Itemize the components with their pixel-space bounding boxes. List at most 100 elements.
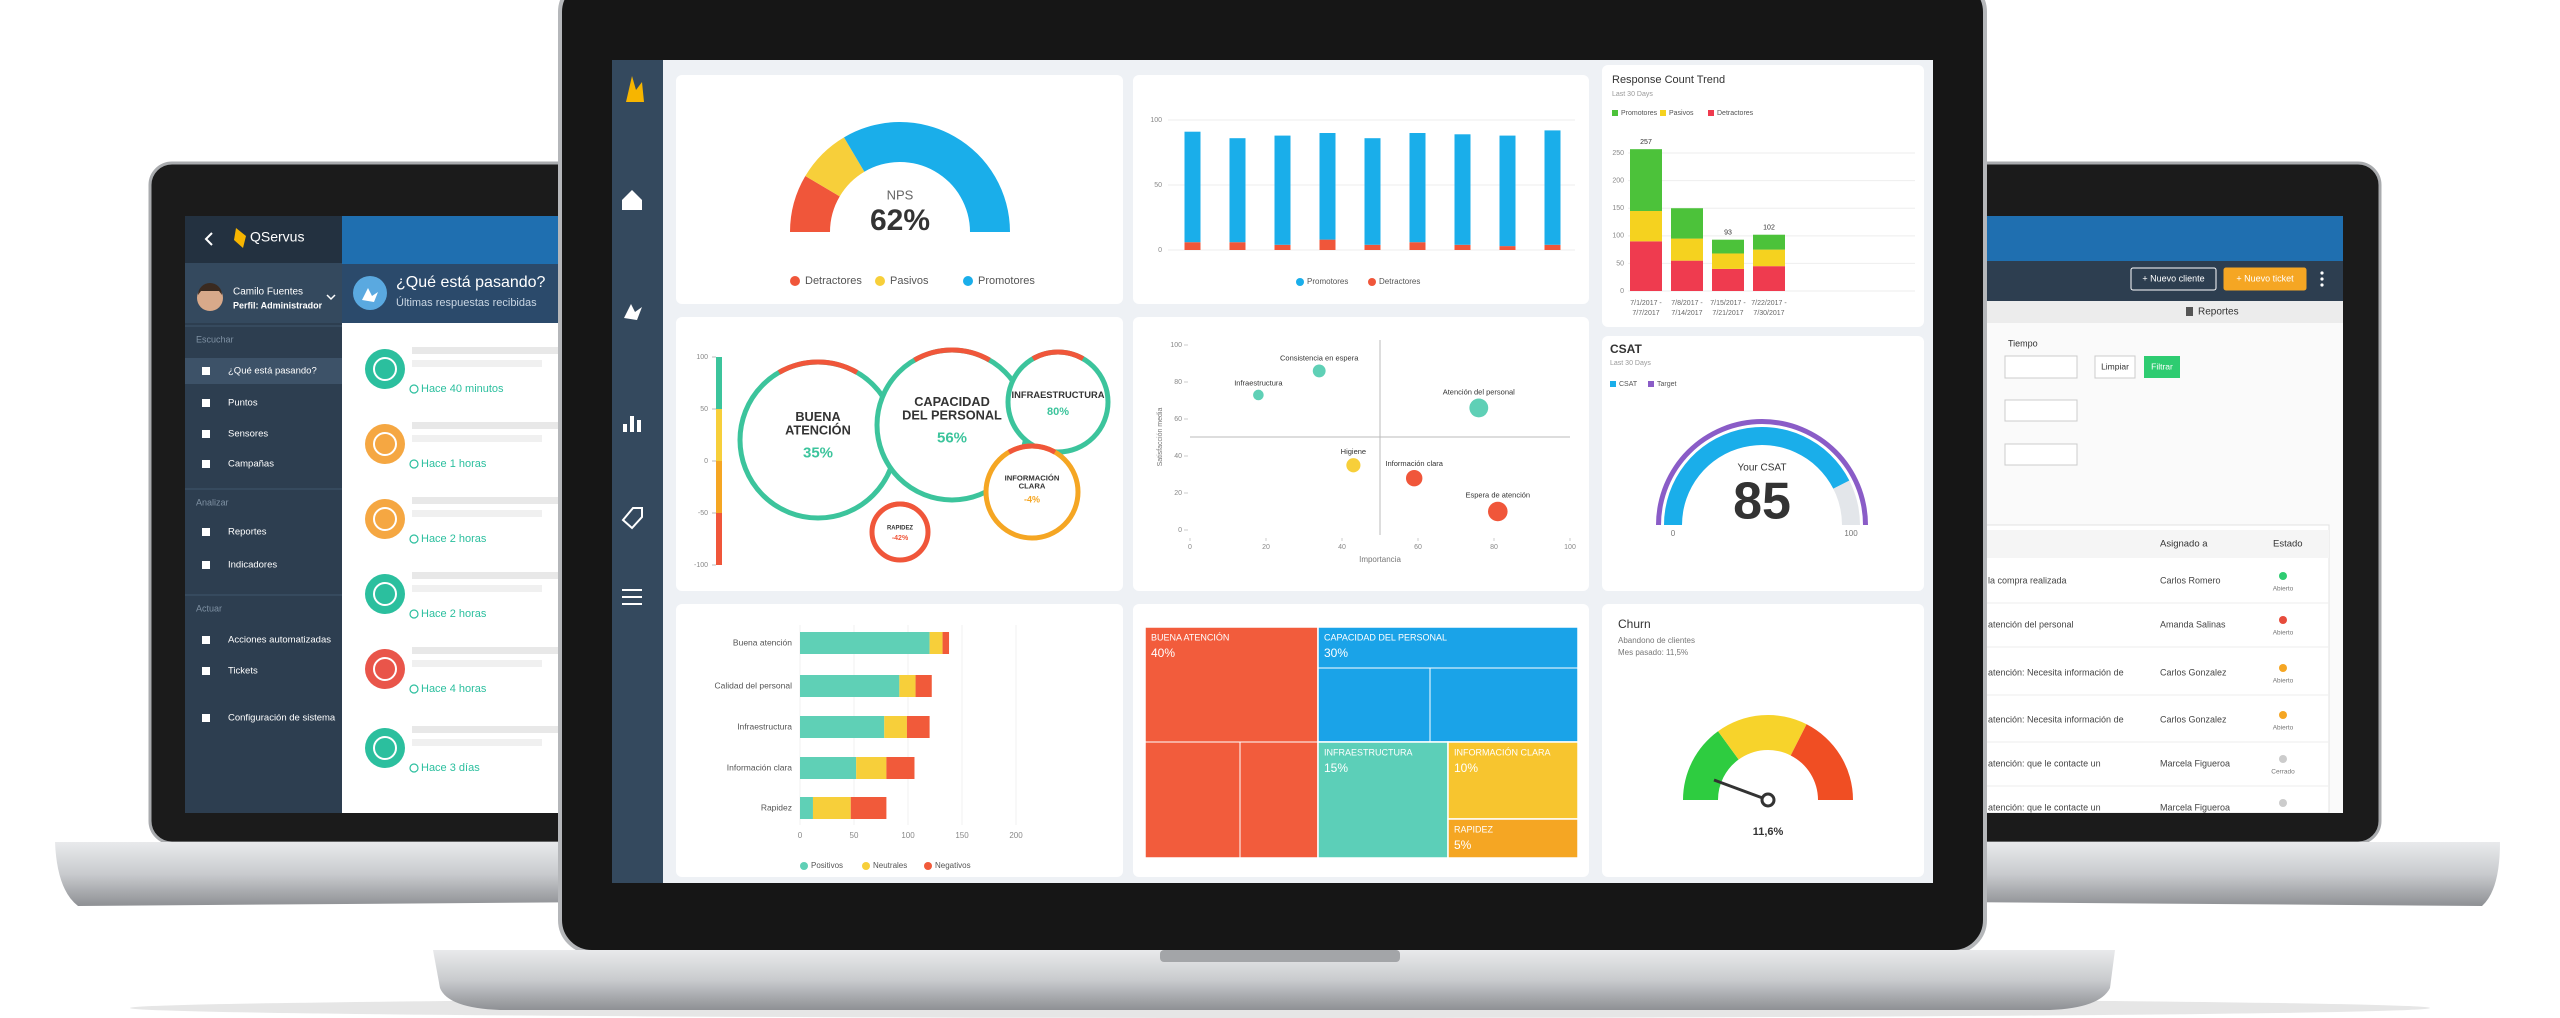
bar-segment [1671,208,1703,239]
bar [1499,135,1516,247]
legend-label: Target [1657,381,1677,388]
toolbar-button[interactable] [2223,267,2307,291]
status-label: Cerrado [2271,769,2295,776]
menu-section: Analizar [196,497,229,507]
brand-name: QServus [250,229,304,245]
select[interactable] [2004,355,2078,379]
x-tick-label: 7/22/2017 - [1751,300,1787,307]
input [2004,443,2078,466]
legend-dot [1368,278,1376,286]
placeholder [412,360,542,367]
nav-chart[interactable] [623,416,641,432]
scale-band [716,461,722,513]
gauge-band [1683,731,1739,800]
bar-segment [1630,241,1662,291]
y-axis-label: Satisfacción media [1157,408,1164,467]
x-tick-label: 40 [1338,544,1346,551]
legend-label: Promotores [1621,110,1658,117]
status-dot [2279,616,2287,624]
panel-subtitle: Last 30 Days [1610,360,1651,367]
nav-bird[interactable] [624,304,642,320]
x-tick-label: 7/30/2017 [1753,310,1784,317]
point-label: Atención del personal [1443,387,1515,396]
avatar-hair [198,283,222,295]
panel-title: CSAT [1610,342,1642,356]
point [1312,364,1326,378]
bubble-label: INFRAESTRUCTURA [1012,390,1105,400]
status-label: Abierto [2273,678,2294,685]
bar [1454,134,1471,245]
bar-segment [1712,268,1744,291]
bubble-value: -42% [892,535,909,542]
legend-label: Pasivos [1669,110,1694,117]
y-tick-label: Infraestructura [737,721,792,731]
bar-segment [1630,210,1662,242]
placeholder [412,497,562,504]
nps-segment [790,176,840,232]
menu-section: Escuchar [196,334,234,344]
user-role: Perfil: Administrador [233,300,323,310]
status-dot [2279,664,2287,672]
bar [1319,239,1336,250]
top-bar [342,216,600,264]
button[interactable] [2144,356,2180,378]
point [1405,469,1423,487]
right-screen: + Nuevo cliente + Nuevo ticket Reportes Tie… [1984,216,2343,820]
treemap-label: CAPACIDAD DEL PERSONAL [1324,632,1447,642]
legend-label: CSAT [1619,381,1638,388]
y-tick-label: 40 [1174,453,1182,460]
bubble-value: -4% [1024,494,1040,504]
bubble [737,359,899,521]
x-axis-label: Importancia [1359,555,1401,564]
status-label: Cerrado [2271,813,2295,820]
column-header: Asignado a [2160,539,2208,550]
legend-dot [963,276,973,286]
bubble [1005,349,1111,455]
bar-segment [800,632,930,654]
legend-label: Negativos [935,861,971,870]
clock-icon [409,609,419,619]
clock-icon [409,384,419,394]
x-tick-label: 7/1/2017 - [1630,300,1662,307]
toolbar-button-label: + Nuevo cliente [2142,273,2204,283]
feed-time: Hace 3 días [421,762,480,774]
bar-segment [915,675,932,697]
menu-item: Configuración de sistema [228,713,336,724]
bubble-label: CLARA [1019,482,1046,491]
nav-tag[interactable] [621,507,643,530]
row-assignee: Carlos Romero [2160,575,2221,585]
nav-home[interactable] [622,190,642,210]
bar [1229,138,1246,243]
x-tick-label: 60 [1414,544,1422,551]
status-label: Abierto [2273,630,2294,637]
gauge-min: 0 [1671,529,1676,538]
x-tick-label: 0 [798,831,803,840]
table-header [1984,530,2329,558]
placeholder [412,510,542,517]
bar [1409,242,1426,250]
treemap-cell [1447,818,1579,859]
placeholder [412,739,542,746]
nav-settings[interactable] [622,589,642,605]
bubble-arc [1031,349,1085,361]
row-assignee: Carlos Gonzalez [2160,667,2227,677]
row-text: la compra realizada [1988,575,2067,585]
bubble-label: RAPIDEZ [887,525,913,531]
x-tick-label: 7/14/2017 [1671,310,1702,317]
section-title: Reportes [2198,307,2239,318]
bar-segment [1753,234,1785,250]
bubble-arc [777,359,859,375]
toolbar-button[interactable] [2130,267,2217,291]
panel-title: Churn [1618,617,1651,631]
feed-item-icon [365,728,405,768]
panel [676,75,1123,304]
bar [1364,244,1381,250]
button[interactable] [2094,355,2136,379]
menu-icon [202,636,210,644]
bar-segment [884,716,907,738]
total-label: 102 [1763,225,1775,232]
bar-segment [850,797,887,819]
y-tick-label: 0 [1620,288,1624,295]
menu-icon [202,528,210,536]
